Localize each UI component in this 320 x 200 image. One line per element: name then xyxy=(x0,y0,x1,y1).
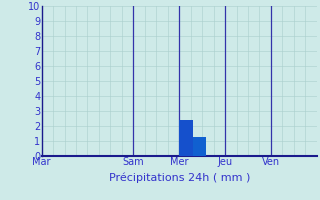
Bar xyxy=(193,137,206,156)
X-axis label: Précipitations 24h ( mm ): Précipitations 24h ( mm ) xyxy=(108,173,250,183)
Bar xyxy=(179,120,193,156)
